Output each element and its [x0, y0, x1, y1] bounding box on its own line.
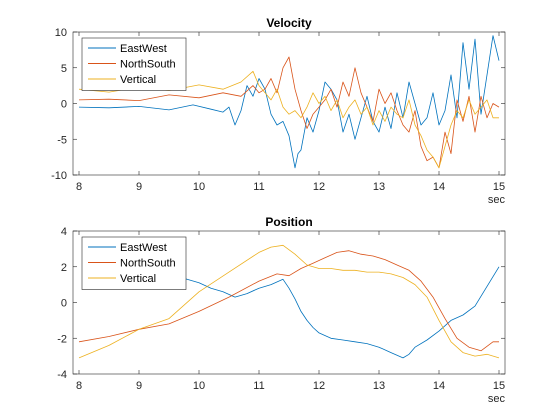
chart-panel-0: Velocity 8 9 10 11 12 13 14 15 -10 -5 0 5 10 sec EastWe…: [51, 16, 505, 206]
legend-entry: NorthSouth: [120, 59, 176, 71]
x-tick-label: 8: [76, 380, 82, 392]
series-line-northsouth: [78, 250, 499, 352]
x-tick-label: 15: [493, 181, 505, 193]
legend-entry: NorthSouth: [120, 258, 176, 270]
y-tick-label: -2: [57, 333, 67, 345]
chart-panel-1: Position 8 9 10 11 12 13 14 15 -4 -2 0 2 4 sec EastWest…: [57, 215, 505, 405]
x-axis-unit-label: sec: [488, 194, 506, 206]
legend-entry: EastWest: [120, 242, 167, 254]
legend: EastWest NorthSouth Vertical: [81, 37, 187, 91]
y-tick-label: 10: [55, 27, 67, 39]
series-line-vertical: [78, 70, 499, 169]
x-tick-label: 9: [136, 380, 142, 392]
x-tick-label: 10: [193, 181, 205, 193]
series-line-vertical: [78, 244, 500, 359]
legend-entry: Vertical: [120, 273, 156, 285]
chart-title: Velocity: [266, 16, 312, 30]
legend-entry: Vertical: [120, 74, 156, 86]
x-tick-label: 13: [373, 380, 385, 392]
x-tick-label: 12: [313, 181, 325, 193]
y-tick-label: 0: [61, 298, 67, 310]
x-tick-label: 8: [76, 181, 82, 193]
legend-box: [81, 236, 187, 290]
y-tick-label: 5: [61, 63, 67, 75]
legend-box: [81, 37, 187, 91]
chart-title: Position: [265, 215, 312, 229]
series-line-northsouth: [78, 56, 500, 169]
x-tick-label: 11: [253, 181, 264, 193]
legend: EastWest NorthSouth Vertical: [81, 236, 187, 290]
x-tick-label: 14: [433, 181, 445, 193]
x-tick-label: 15: [493, 380, 505, 392]
x-axis-unit-label: sec: [488, 393, 506, 405]
x-tick-label: 12: [313, 380, 325, 392]
x-tick-label: 9: [136, 181, 142, 193]
x-tick-label: 10: [193, 380, 205, 392]
y-tick-label: 4: [61, 226, 67, 238]
legend-entry: EastWest: [120, 43, 167, 55]
y-tick-label: 0: [61, 99, 67, 111]
y-tick-label: -5: [57, 134, 67, 146]
y-tick-label: -4: [57, 369, 67, 381]
series-line-eastwest: [78, 35, 500, 169]
x-tick-label: 11: [253, 380, 264, 392]
series-line-eastwest: [174, 266, 500, 359]
x-tick-label: 13: [373, 181, 385, 193]
x-tick-label: 14: [433, 380, 445, 392]
y-tick-label: -10: [51, 170, 67, 182]
y-tick-label: 2: [61, 262, 67, 274]
